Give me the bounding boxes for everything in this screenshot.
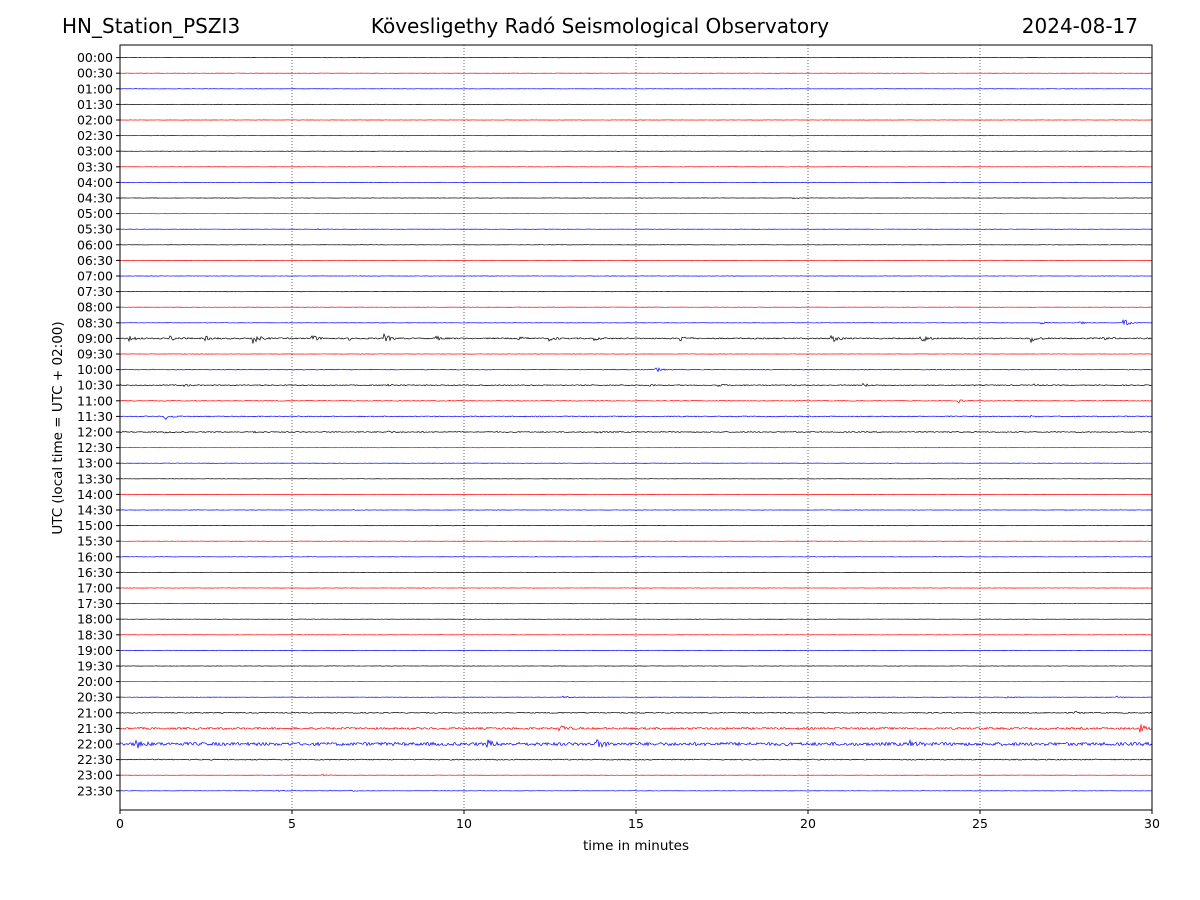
trace-0830: [119, 318, 1153, 326]
y-tick-label: 23:30: [77, 783, 113, 798]
y-tick-label: 01:30: [77, 97, 113, 112]
chart-date: 2024-08-17: [1021, 14, 1138, 38]
x-tick-label: 25: [972, 816, 988, 831]
x-tick-label: 30: [1144, 816, 1160, 831]
x-tick-label: 20: [800, 816, 816, 831]
y-tick-label: 17:30: [77, 596, 113, 611]
y-tick-label: 08:00: [77, 300, 113, 315]
trace-2130: [119, 724, 1153, 733]
y-tick-label: 17:00: [77, 581, 113, 596]
y-tick-label: 23:00: [77, 768, 113, 783]
y-tick-label: 14:00: [77, 487, 113, 502]
plot-frame: [119, 44, 1153, 811]
trace-2300: [119, 773, 1153, 777]
trace-2030: [119, 695, 1153, 699]
y-tick-label: 15:00: [77, 518, 113, 533]
y-tick-label: 15:30: [77, 534, 113, 549]
y-tick-label: 11:30: [77, 409, 113, 424]
y-tick-label: 21:30: [77, 721, 113, 736]
trace-2100: [119, 710, 1153, 714]
y-tick-label: 04:00: [77, 175, 113, 190]
trace-2200: [119, 738, 1153, 749]
y-tick-label: 14:30: [77, 503, 113, 518]
y-tick-label: 19:30: [77, 659, 113, 674]
x-tick-label: 0: [116, 816, 124, 831]
y-tick-label: 07:30: [77, 284, 113, 299]
y-tick-label: 10:30: [77, 378, 113, 393]
trace-1130: [119, 414, 1153, 421]
y-tick-label: 20:30: [77, 690, 113, 705]
y-tick-label: 18:30: [77, 627, 113, 642]
y-tick-label: 09:30: [77, 347, 113, 362]
y-tick-label: 06:30: [77, 253, 113, 268]
trace-0530: [119, 228, 1153, 231]
y-tick-label: 00:30: [77, 66, 113, 81]
y-tick-label: 03:30: [77, 159, 113, 174]
y-tick-label: 16:30: [77, 565, 113, 580]
y-axis-label: UTC (local time = UTC + 02:00): [50, 321, 66, 534]
grid-lines: [291, 45, 981, 810]
y-tick-label: 00:00: [77, 50, 113, 65]
y-tick-label: 12:30: [77, 440, 113, 455]
trace-2330: [119, 789, 1153, 792]
y-tick-label: 12:00: [77, 425, 113, 440]
y-tick-label: 22:30: [77, 752, 113, 767]
y-tick-label: 10:00: [77, 362, 113, 377]
y-tick-label: 18:00: [77, 612, 113, 627]
y-tick-label: 11:00: [77, 393, 113, 408]
y-tick-label: 06:00: [77, 237, 113, 252]
y-tick-label: 07:00: [77, 269, 113, 284]
x-tick-label: 10: [456, 816, 472, 831]
trace-0400: [119, 181, 1153, 184]
y-tick-label: 05:30: [77, 222, 113, 237]
y-tick-label: 22:00: [77, 737, 113, 752]
chart-title: Kövesligethy Radó Seismological Observat…: [370, 14, 830, 38]
y-tick-label: 05:00: [77, 206, 113, 221]
y-tick-label: 01:00: [77, 81, 113, 96]
y-tick-label: 09:00: [77, 331, 113, 346]
y-tick-label: 02:30: [77, 128, 113, 143]
trace-0900: [119, 332, 1153, 344]
y-tick-label: 20:00: [77, 674, 113, 689]
y-tick-label: 02:00: [77, 113, 113, 128]
y-tick-label: 21:00: [77, 705, 113, 720]
station-name: HN_Station_PSZI3: [62, 14, 241, 38]
x-axis-label: time in minutes: [583, 838, 689, 854]
y-tick-label: 13:30: [77, 471, 113, 486]
y-tick-label: 19:00: [77, 643, 113, 658]
x-axis: 0 5 10 15 20 25 30: [116, 810, 1160, 831]
x-tick-label: 15: [628, 816, 644, 831]
trace-1100: [119, 399, 1153, 404]
y-tick-label: 03:00: [77, 144, 113, 159]
x-tick-label: 5: [288, 816, 296, 831]
y-axis: 00:0000:3001:0001:3002:0002:3003:0003:30…: [77, 50, 120, 798]
y-tick-label: 13:00: [77, 456, 113, 471]
y-tick-label: 16:00: [77, 549, 113, 564]
y-tick-label: 04:30: [77, 191, 113, 206]
y-tick-label: 08:30: [77, 315, 113, 330]
trace-1400: [119, 493, 1153, 496]
